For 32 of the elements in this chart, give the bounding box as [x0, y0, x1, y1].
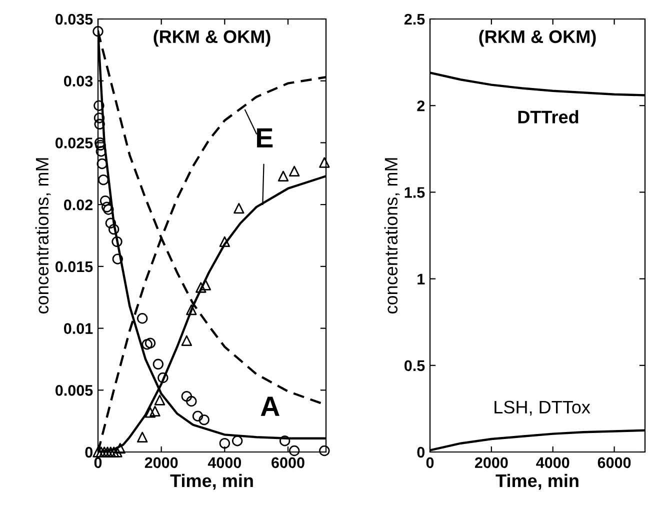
annotation: LSH, DTTox	[494, 400, 590, 416]
annotation: E	[257, 128, 273, 148]
y-axis-title: concentrations, mM	[35, 158, 51, 314]
x-axis-title: Time, min	[170, 474, 253, 490]
y-tick-label: 0.5	[404, 360, 425, 372]
x-tick-label: 2000	[474, 457, 508, 468]
x-axis-title: Time, min	[496, 474, 578, 490]
y-axis-title: concentrations, mM	[384, 158, 400, 314]
y-tick-label: 0.005	[56, 385, 93, 396]
y-tick-label: 0.01	[64, 323, 93, 334]
y-tick-label: 1	[418, 274, 425, 284]
y-tick-label: 2	[417, 100, 425, 112]
annotation: DTTred	[518, 110, 578, 124]
y-tick-label: 2.5	[404, 14, 425, 25]
text: (RKM & OKM)	[479, 30, 596, 47]
y-tick-label: 0.035	[56, 14, 93, 25]
y-tick-label: 1.5	[404, 187, 425, 198]
x-tick-label: 4000	[208, 457, 242, 468]
text: (RKM & OKM)	[154, 30, 270, 47]
x-tick-label: 0	[94, 457, 102, 468]
annotation: A	[260, 396, 280, 416]
x-tick-label: 4000	[536, 457, 570, 468]
y-tick-label: 0	[85, 446, 93, 458]
y-tick-label: 0	[417, 446, 425, 458]
x-tick-label: 6000	[598, 457, 631, 468]
x-tick-label: 6000	[272, 457, 304, 468]
y-tick-label: 0.015	[56, 261, 93, 272]
y-tick-label: 0.03	[64, 76, 93, 87]
y-tick-label: 0.025	[56, 138, 93, 148]
x-tick-label: 2000	[144, 457, 178, 468]
y-tick-label: 0.02	[64, 199, 93, 210]
x-tick-label: 0	[426, 457, 434, 468]
